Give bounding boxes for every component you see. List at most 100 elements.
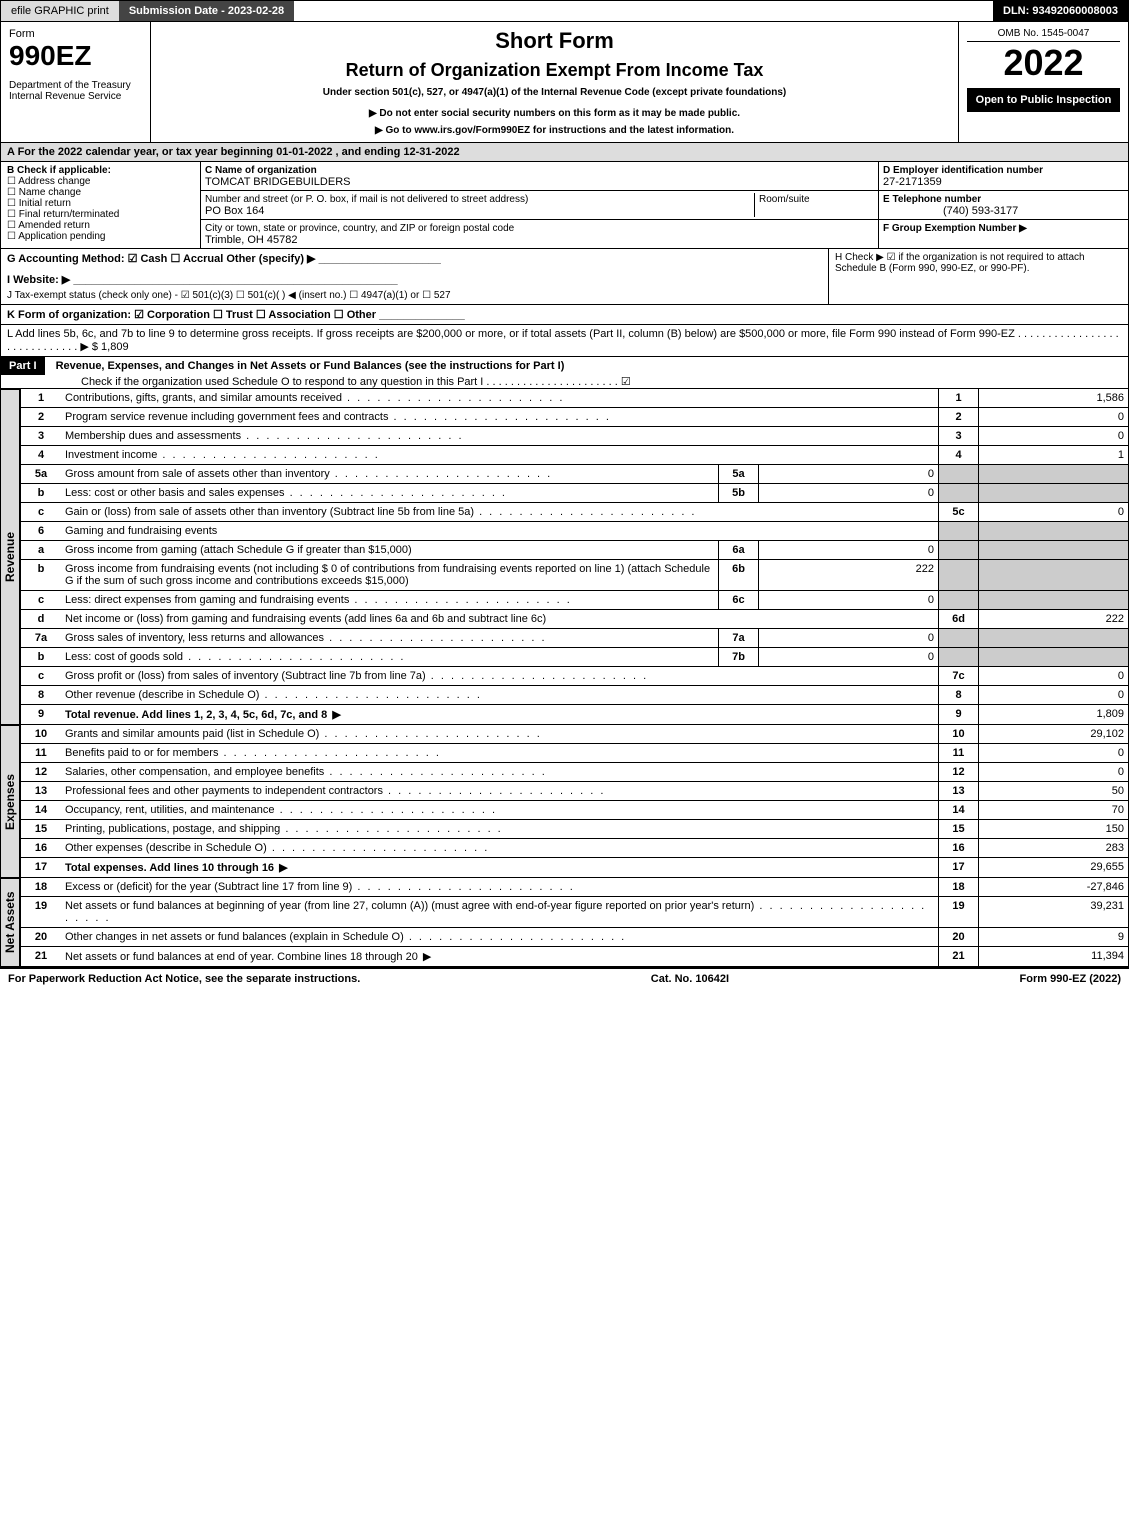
ln6c-num: c <box>21 591 61 609</box>
goto-link[interactable]: ▶ Go to www.irs.gov/Form990EZ for instru… <box>159 125 950 136</box>
line-a: A For the 2022 calendar year, or tax yea… <box>0 143 1129 162</box>
ln14-num: 14 <box>21 801 61 819</box>
chk-name-change[interactable]: Name change <box>7 187 194 198</box>
open-to-public: Open to Public Inspection <box>967 88 1120 112</box>
ln5a-sub: 5a <box>718 465 758 483</box>
ln11-desc: Benefits paid to or for members <box>61 744 938 762</box>
netassets-section: Net Assets 18Excess or (deficit) for the… <box>0 878 1129 967</box>
ln15-ref: 15 <box>938 820 978 838</box>
ln6-num: 6 <box>21 522 61 540</box>
form-header: Form 990EZ Department of the Treasury In… <box>0 22 1129 143</box>
ln6b-sv: 222 <box>758 560 938 590</box>
ln4-val: 1 <box>978 446 1128 464</box>
ln12-num: 12 <box>21 763 61 781</box>
ln20-val: 9 <box>978 928 1128 946</box>
ln5a-shade <box>938 465 978 483</box>
ln20-ref: 20 <box>938 928 978 946</box>
expenses-side-label: Expenses <box>0 725 20 878</box>
ln14-ref: 14 <box>938 801 978 819</box>
ln13-num: 13 <box>21 782 61 800</box>
ln6b-desc: Gross income from fundraising events (no… <box>61 560 718 590</box>
topbar: efile GRAPHIC print Submission Date - 20… <box>0 0 1129 22</box>
ln21-desc: Net assets or fund balances at end of ye… <box>61 947 938 966</box>
ln9-num: 9 <box>21 705 61 724</box>
ln17-val: 29,655 <box>978 858 1128 877</box>
ln12-ref: 12 <box>938 763 978 781</box>
ln10-ref: 10 <box>938 725 978 743</box>
omb-number: OMB No. 1545-0047 <box>967 28 1120 42</box>
ln15-desc: Printing, publications, postage, and shi… <box>61 820 938 838</box>
title-short-form: Short Form <box>159 28 950 54</box>
ln5b-sub: 5b <box>718 484 758 502</box>
ln5b-desc: Less: cost or other basis and sales expe… <box>61 484 718 502</box>
chk-initial-return[interactable]: Initial return <box>7 198 194 209</box>
efile-button[interactable]: efile GRAPHIC print <box>1 1 119 21</box>
ln20-desc: Other changes in net assets or fund bala… <box>61 928 938 946</box>
ln18-num: 18 <box>21 878 61 896</box>
ln10-desc: Grants and similar amounts paid (list in… <box>61 725 938 743</box>
ln9-ref: 9 <box>938 705 978 724</box>
ln3-val: 0 <box>978 427 1128 445</box>
ln2-ref: 2 <box>938 408 978 426</box>
ln7c-val: 0 <box>978 667 1128 685</box>
form-number: 990EZ <box>9 40 142 72</box>
ln6a-shade <box>938 541 978 559</box>
room-label: Room/suite <box>759 194 810 205</box>
ln3-desc: Membership dues and assessments <box>61 427 938 445</box>
ln6b-num: b <box>21 560 61 590</box>
ln8-ref: 8 <box>938 686 978 704</box>
part1-heading: Revenue, Expenses, and Changes in Net As… <box>48 360 565 372</box>
chk-final-return[interactable]: Final return/terminated <box>7 209 194 220</box>
dln: DLN: 93492060008003 <box>993 1 1128 21</box>
footer-cat: Cat. No. 10642I <box>651 973 729 985</box>
ln5c-desc: Gain or (loss) from sale of assets other… <box>61 503 938 521</box>
netassets-side-label: Net Assets <box>0 878 20 967</box>
ln6a-sv: 0 <box>758 541 938 559</box>
ln6-shade2 <box>978 522 1128 540</box>
ln6a-desc: Gross income from gaming (attach Schedul… <box>61 541 718 559</box>
ln10-val: 29,102 <box>978 725 1128 743</box>
ln16-val: 283 <box>978 839 1128 857</box>
b-label: B Check if applicable: <box>7 165 194 176</box>
expenses-section: Expenses 10Grants and similar amounts pa… <box>0 725 1129 878</box>
ln2-num: 2 <box>21 408 61 426</box>
ln5b-shade <box>938 484 978 502</box>
footer-left: For Paperwork Reduction Act Notice, see … <box>8 973 360 985</box>
chk-address-change[interactable]: Address change <box>7 176 194 187</box>
footer-right: Form 990-EZ (2022) <box>1020 973 1121 985</box>
chk-application-pending[interactable]: Application pending <box>7 231 194 242</box>
city-label: City or town, state or province, country… <box>205 223 514 234</box>
line-h: H Check ▶ ☑ if the organization is not r… <box>835 252 1085 274</box>
ln7c-num: c <box>21 667 61 685</box>
ln7a-shade <box>938 629 978 647</box>
line-k: K Form of organization: ☑ Corporation ☐ … <box>0 305 1129 325</box>
ln2-desc: Program service revenue including govern… <box>61 408 938 426</box>
ln17-ref: 17 <box>938 858 978 877</box>
ln18-val: -27,846 <box>978 878 1128 896</box>
revenue-section: Revenue 1Contributions, gifts, grants, a… <box>0 389 1129 725</box>
ln6c-shade2 <box>978 591 1128 609</box>
street-value: PO Box 164 <box>205 205 264 217</box>
ln8-num: 8 <box>21 686 61 704</box>
ln19-desc: Net assets or fund balances at beginning… <box>61 897 938 927</box>
ein-value: 27-2171359 <box>883 176 942 188</box>
ln4-desc: Investment income <box>61 446 938 464</box>
ln7a-sv: 0 <box>758 629 938 647</box>
ln7a-sub: 7a <box>718 629 758 647</box>
ln5a-sv: 0 <box>758 465 938 483</box>
ln3-ref: 3 <box>938 427 978 445</box>
chk-amended-return[interactable]: Amended return <box>7 220 194 231</box>
ln6d-desc: Net income or (loss) from gaming and fun… <box>61 610 938 628</box>
ln17-desc: Total expenses. Add lines 10 through 16 <box>61 858 938 877</box>
ln7b-shade <box>938 648 978 666</box>
ln11-num: 11 <box>21 744 61 762</box>
ln4-ref: 4 <box>938 446 978 464</box>
ln15-val: 150 <box>978 820 1128 838</box>
ln6a-shade2 <box>978 541 1128 559</box>
ln7c-ref: 7c <box>938 667 978 685</box>
ln6c-sub: 6c <box>718 591 758 609</box>
street-label: Number and street (or P. O. box, if mail… <box>205 194 528 205</box>
ln7b-num: b <box>21 648 61 666</box>
part1-header-row: Part I Revenue, Expenses, and Changes in… <box>0 357 1129 389</box>
ln7a-shade2 <box>978 629 1128 647</box>
